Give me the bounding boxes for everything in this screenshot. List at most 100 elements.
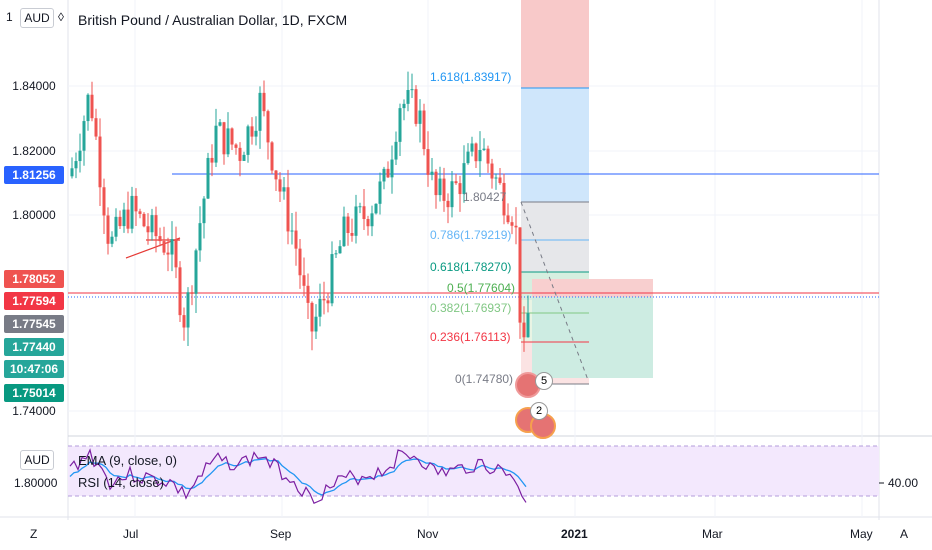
rsi-level-label: 40.00 [888,476,919,490]
time-tick: May [850,527,873,541]
price-tick: 1.74000 [12,404,56,418]
candle-body [250,126,254,137]
candle-body [490,163,494,179]
candle-body [454,181,458,184]
chevron-down-icon[interactable]: ◊ [58,10,64,24]
candle-body [398,108,402,142]
candle-body [502,182,506,216]
candle-body [470,143,474,152]
countdown-badge: 10:47:06 [4,360,64,378]
time-tick: Nov [417,527,439,541]
event-count: 2 [530,402,548,420]
candle-body [254,130,258,137]
candle-body [194,250,198,294]
candle-body [382,168,386,182]
candle-body [222,122,226,155]
candle-body [158,236,162,242]
candle-body [434,171,438,196]
indicator-unit-button[interactable]: AUD [20,450,54,470]
candle-body [174,239,178,268]
candle-body [170,239,174,255]
price-tick: 1.82000 [12,144,56,158]
candle-body [310,302,314,332]
candle-body [274,170,278,180]
currency-unit-button[interactable]: AUD [20,8,54,28]
candle-body [386,168,390,178]
candle-body [430,171,434,175]
candle-body [278,179,282,192]
candle-body [342,216,346,247]
candle-body [314,316,318,332]
time-tick: 2021 [561,527,588,541]
candle-body [142,213,146,227]
candle-body [526,313,530,338]
price-unit-prefix: 1 [6,10,13,24]
candle-body [114,216,118,237]
candle-body [410,89,414,91]
candle-body [414,89,418,124]
candle-body [246,126,250,155]
candle-body [214,125,218,163]
fib-level-label: 0(1.74780) [455,372,514,386]
candle-body [302,275,306,286]
candle-body [350,233,354,236]
candle-body [482,148,486,150]
candle-body [518,227,522,323]
ema-legend[interactable]: EMA (9, close, 0) [78,453,177,468]
candle-body [494,177,498,179]
price-badge: 1.77440 [4,338,64,356]
candle-body [242,154,246,161]
candle-body [126,209,130,229]
candle-body [450,181,454,208]
short-target-box [532,297,653,378]
candle-body [426,149,430,175]
event-count: 5 [535,372,553,390]
candle-body [102,187,106,216]
candle-body [210,157,214,163]
fib-level-label: 0.786(1.79219) [430,228,512,242]
candle-body [258,92,262,131]
candle-body [510,222,514,226]
candle-body [154,215,158,237]
candle-body [442,178,446,201]
candle-body [458,183,462,195]
candle-body [362,206,366,220]
price-tick: 1.84000 [12,79,56,93]
candle-body [186,292,190,328]
candle-body [402,103,406,109]
candle-body [422,110,426,150]
rsi-legend[interactable]: RSI (14, close) [78,475,164,490]
auto-scale-button[interactable]: A [900,527,909,541]
price-badge: 1.77545 [4,315,64,333]
candle-body [334,253,338,255]
candle-body [358,206,362,208]
short-stop-box [532,279,653,297]
candle-body [134,195,138,212]
candle-body [514,225,518,228]
rsi-line [69,448,527,504]
candle-body [262,92,266,112]
candle-body [366,219,370,227]
candle-body [74,161,78,169]
candle-body [298,248,302,276]
candle-body [166,252,170,255]
zoom-button[interactable]: Z [30,527,38,541]
candle-body [370,213,374,227]
candle-body [122,209,126,227]
candle-body [130,195,134,229]
candle-body [162,241,166,253]
price-badge: 1.78052 [4,270,64,288]
candle-body [474,143,478,162]
fib-level-label: 0.382(1.76937) [430,301,512,315]
candle-body [466,151,470,164]
candle-body [86,94,90,122]
candle-body [286,187,290,232]
candle-body [202,198,206,224]
target-zone [521,88,589,202]
candle-body [462,163,466,195]
candle-body [178,267,182,316]
candle-body [318,298,322,317]
candle-body [270,142,274,171]
